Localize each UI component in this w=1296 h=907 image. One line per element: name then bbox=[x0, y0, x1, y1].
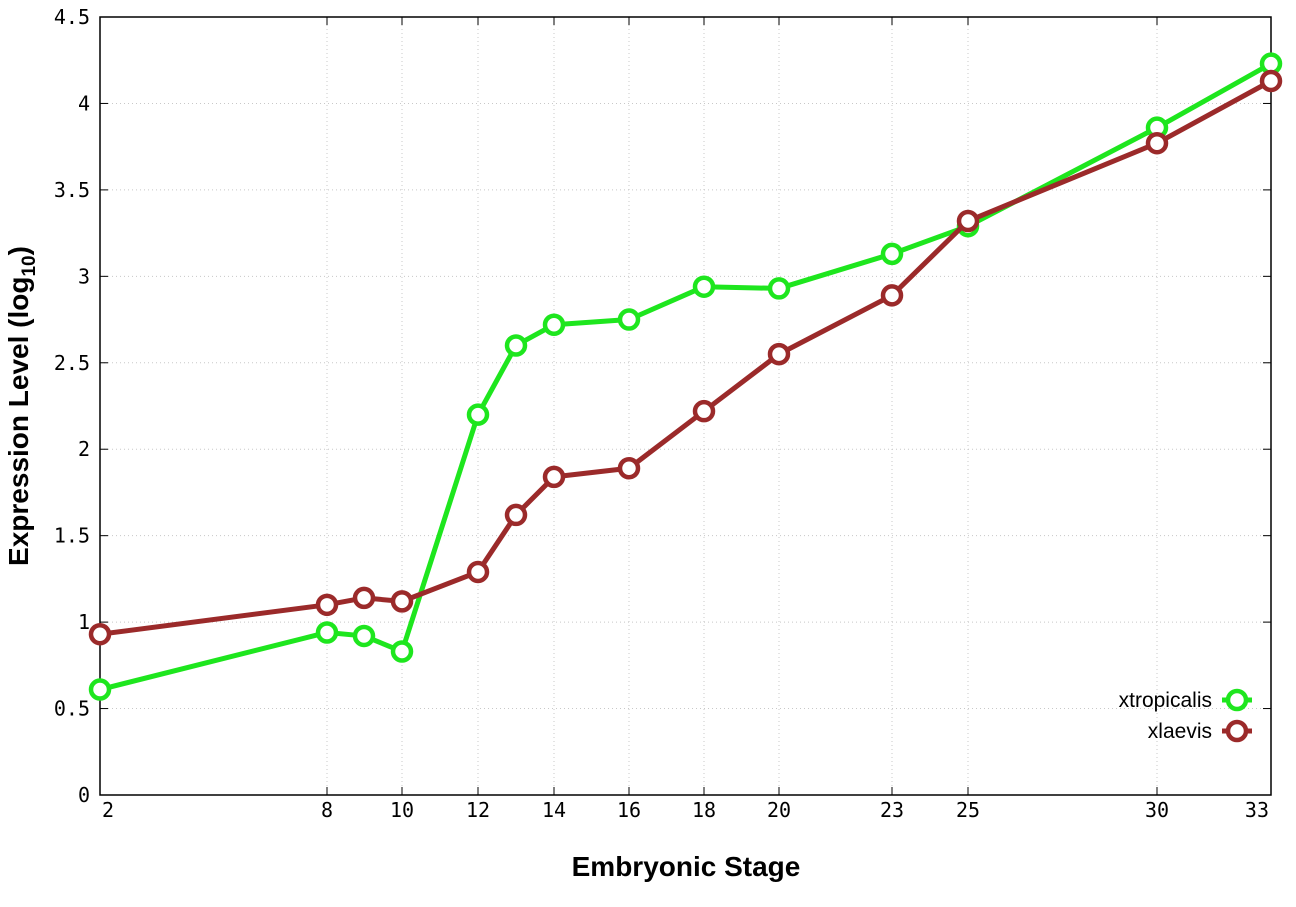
data-point-xlaevis bbox=[880, 284, 904, 307]
y-axis-title-main: Expression Level (log bbox=[3, 277, 34, 566]
y-tick-label: 3.5 bbox=[54, 178, 90, 202]
data-point-xtropicalis bbox=[617, 308, 641, 331]
data-point-xtropicalis bbox=[466, 403, 490, 426]
legend-label-xlaevis: xlaevis bbox=[1148, 720, 1212, 743]
plot-frame bbox=[99, 16, 1272, 796]
x-tick-label: 12 bbox=[466, 798, 490, 822]
data-point-xlaevis bbox=[617, 456, 641, 480]
data-point-xlaevis bbox=[1259, 69, 1283, 93]
data-point-xtropicalis bbox=[352, 624, 376, 648]
data-point-xtropicalis bbox=[390, 640, 414, 663]
data-point-xlaevis bbox=[352, 586, 376, 610]
x-tick-label: 30 bbox=[1145, 798, 1169, 822]
y-tick-label: 0 bbox=[78, 783, 90, 807]
data-point-xtropicalis bbox=[880, 242, 904, 266]
data-point-xlaevis bbox=[956, 209, 980, 233]
y-axis-title-subscript: 10 bbox=[19, 255, 40, 276]
x-tick-label: 23 bbox=[880, 798, 904, 822]
data-point-xtropicalis bbox=[767, 277, 791, 300]
x-tick-label: 18 bbox=[692, 798, 716, 822]
data-point-xlaevis bbox=[1145, 131, 1169, 155]
legend-marker-xtropicalis bbox=[1225, 688, 1249, 712]
data-point-xlaevis bbox=[542, 465, 566, 489]
data-point-xtropicalis bbox=[542, 313, 566, 336]
x-tick-label: 25 bbox=[956, 798, 980, 822]
data-point-xlaevis bbox=[692, 399, 716, 423]
axis-ticks: 0 0.5 1 1.5 2 2.5 3 3.5 4 4.5 2 8 10 12 14 16 18 20 23 25 30… bbox=[54, 5, 1272, 822]
x-tick-label: 8 bbox=[321, 798, 333, 822]
data-point-xtropicalis bbox=[88, 678, 112, 701]
data-point-xlaevis bbox=[88, 622, 112, 646]
data-point-xlaevis bbox=[466, 560, 490, 584]
data-point-xtropicalis bbox=[692, 275, 716, 298]
y-tick-label: 4 bbox=[78, 91, 90, 115]
data-point-xtropicalis bbox=[315, 621, 339, 644]
x-axis-title: Embryonic Stage bbox=[572, 851, 801, 882]
data-point-xlaevis bbox=[767, 342, 791, 366]
legend: xtropicalis xlaevis bbox=[1119, 688, 1252, 743]
x-tick-label: 14 bbox=[542, 798, 566, 822]
y-axis-title-close: ) bbox=[3, 246, 34, 255]
y-tick-label: 4.5 bbox=[54, 5, 90, 29]
y-tick-label: 1.5 bbox=[54, 524, 90, 548]
y-tick-label: 1 bbox=[78, 610, 90, 634]
legend-marker-xlaevis bbox=[1225, 719, 1249, 743]
series-group bbox=[88, 52, 1283, 701]
data-point-xtropicalis bbox=[504, 334, 528, 357]
data-point-xlaevis bbox=[315, 593, 339, 617]
y-tick-label: 3 bbox=[78, 264, 90, 288]
y-axis-title: Expression Level (log10) bbox=[3, 246, 40, 566]
y-tick-label: 2 bbox=[78, 437, 90, 461]
series-line-xtropicalis bbox=[99, 61, 1273, 692]
data-point-xlaevis bbox=[390, 590, 414, 613]
legend-label-xtropicalis: xtropicalis bbox=[1119, 689, 1212, 712]
data-point-xlaevis bbox=[504, 503, 528, 527]
y-tick-label: 2.5 bbox=[54, 351, 90, 375]
x-tick-label: 33 bbox=[1245, 798, 1269, 822]
x-tick-label: 2 bbox=[102, 798, 114, 822]
grid-lines bbox=[100, 17, 1271, 795]
series-line-xlaevis bbox=[99, 78, 1273, 637]
x-tick-label: 10 bbox=[390, 798, 414, 822]
y-tick-label: 0.5 bbox=[54, 697, 90, 721]
x-tick-label: 20 bbox=[767, 798, 791, 822]
x-tick-label: 16 bbox=[617, 798, 641, 822]
